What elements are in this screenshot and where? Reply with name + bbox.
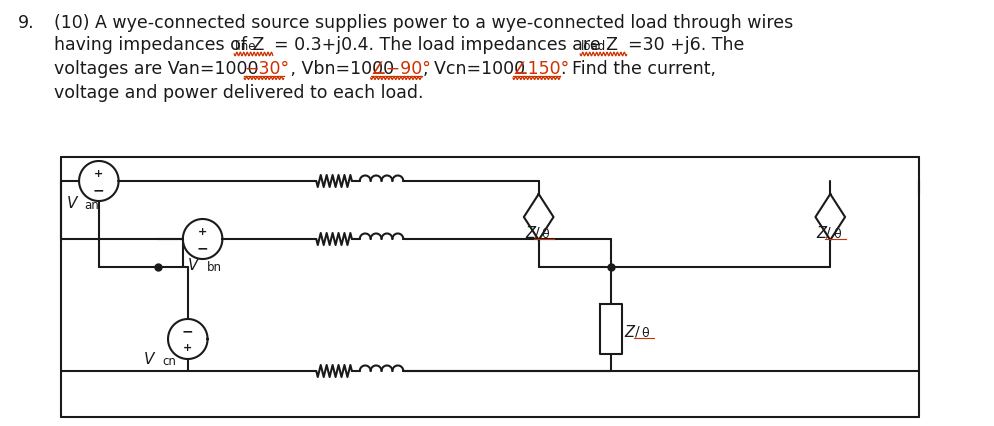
Text: an: an <box>84 199 98 211</box>
Text: −: − <box>197 241 209 255</box>
Text: −: − <box>182 324 194 338</box>
Text: = 0.3+j0.4. The load impedances are Z: = 0.3+j0.4. The load impedances are Z <box>273 36 618 54</box>
Text: 9.: 9. <box>18 14 35 32</box>
Text: +: + <box>183 343 193 353</box>
Text: Z: Z <box>624 324 635 339</box>
Text: . Find the current,: . Find the current, <box>562 60 717 78</box>
Text: , Vbn=1000: , Vbn=1000 <box>284 60 394 78</box>
Text: θ: θ <box>641 326 649 339</box>
Text: /: / <box>826 225 831 239</box>
Text: cn: cn <box>162 354 176 367</box>
Text: voltage and power delivered to each load.: voltage and power delivered to each load… <box>55 84 423 102</box>
Text: V: V <box>144 351 154 366</box>
Text: +: + <box>94 168 103 178</box>
Text: line: line <box>236 40 256 53</box>
Text: +: + <box>198 226 207 236</box>
Text: (10) A wye-connected source supplies power to a wye-connected load through wires: (10) A wye-connected source supplies pow… <box>55 14 793 32</box>
Text: /: / <box>535 225 540 239</box>
Text: Z: Z <box>525 225 535 240</box>
Text: Z: Z <box>816 225 826 240</box>
Text: V: V <box>67 196 78 210</box>
Text: θ: θ <box>542 227 550 240</box>
Text: having impedances of Z: having impedances of Z <box>55 36 264 54</box>
Text: =30 +j6. The: =30 +j6. The <box>627 36 745 54</box>
Text: V: V <box>188 257 199 272</box>
Text: −: − <box>93 183 104 197</box>
Text: −30°: −30° <box>245 60 289 78</box>
Text: , Vcn=1000: , Vcn=1000 <box>423 60 531 78</box>
Text: bn: bn <box>207 260 222 273</box>
Text: load: load <box>581 40 606 53</box>
Text: ∠150°: ∠150° <box>513 60 571 78</box>
Text: ∠−90°: ∠−90° <box>371 60 431 78</box>
Text: voltages are Van=1000: voltages are Van=1000 <box>55 60 258 78</box>
Text: /: / <box>634 324 639 338</box>
Text: θ: θ <box>833 227 841 240</box>
